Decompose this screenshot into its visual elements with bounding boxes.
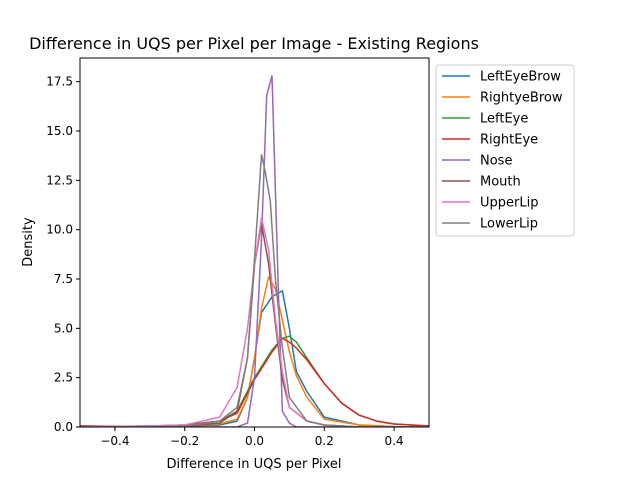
legend-label: RightyeBrow (480, 91, 563, 106)
series-layer (80, 75, 429, 427)
y-tick-label: 2.5 (54, 371, 73, 385)
legend-label: UpperLip (480, 196, 538, 211)
legend: LeftEyeBrow RightyeBrow LeftEye RightEye Nos… (435, 64, 575, 237)
legend-label: Nose (480, 154, 512, 169)
x-axis-label: Difference in UQS per Pixel (166, 457, 341, 472)
y-axis: 0.0 2.5 5.0 7.5 10.0 12.5 15.0 17.5 (46, 75, 80, 434)
series-line-nose (80, 75, 429, 427)
y-tick-label: 12.5 (46, 173, 73, 187)
x-tick-label: 0.4 (385, 434, 404, 448)
x-tick-label: 0.0 (245, 434, 264, 448)
legend-label: LeftEyeBrow (480, 70, 561, 85)
series-line-rightyebrow (80, 276, 429, 427)
legend-label: LowerLip (480, 217, 538, 232)
y-tick-label: 10.0 (46, 223, 73, 237)
chart-title: Difference in UQS per Pixel per Image - … (29, 34, 479, 53)
x-tick-label: 0.2 (315, 434, 334, 448)
x-tick-label: −0.4 (100, 434, 129, 448)
y-tick-label: 0.0 (54, 420, 73, 434)
plot-area (79, 57, 430, 428)
y-axis-label: Density (21, 217, 36, 267)
legend-label: Mouth (480, 175, 521, 190)
x-axis: −0.4 −0.2 0.0 0.2 0.4 (100, 427, 404, 448)
x-tick-label: −0.2 (170, 434, 199, 448)
legend-frame (435, 64, 575, 237)
y-tick-label: 15.0 (46, 124, 73, 138)
legend-label: LeftEye (480, 112, 528, 127)
y-tick-label: 5.0 (54, 321, 73, 335)
y-tick-label: 17.5 (46, 75, 73, 89)
legend-label: RightEye (480, 133, 538, 148)
series-line-lowerlip (80, 153, 429, 427)
y-tick-label: 7.5 (54, 272, 73, 286)
